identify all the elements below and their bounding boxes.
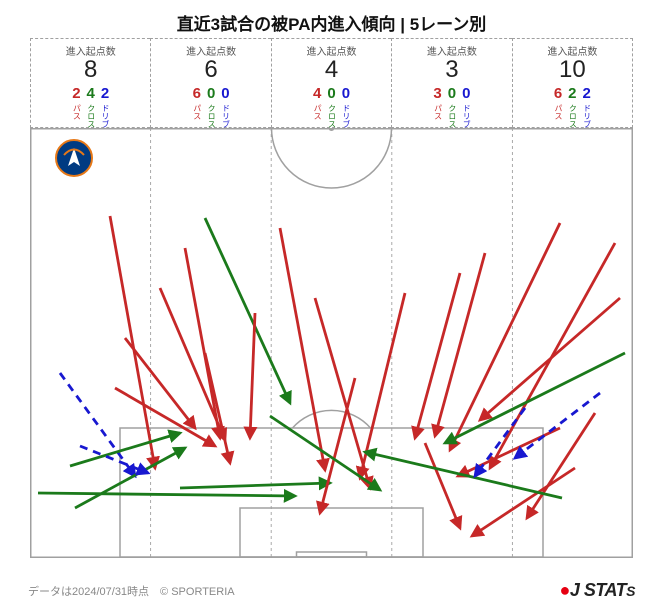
lane-4: 進入起点数106パス2クロス2ドリブル [512,38,633,128]
lane-total: 6 [151,56,270,84]
lane-total: 8 [31,56,150,84]
lane-3: 進入起点数33パス0クロス0ドリブル [391,38,511,128]
chart-container: 直近3試合の被PA内進入傾向 | 5レーン別 進入起点数82パス4クロス2ドリブ… [0,0,663,611]
footer-credit: データは2024/07/31時点 © SPORTERIA [28,583,235,599]
lane-total: 10 [513,56,632,84]
lane-2: 進入起点数44パス0クロス0ドリブル [271,38,391,128]
footer: データは2024/07/31時点 © SPORTERIA ●J STATS [0,580,663,601]
lane-total: 3 [392,56,511,84]
brand-logo: ●J STATS [559,580,635,601]
lanes-header: 進入起点数82パス4クロス2ドリブル進入起点数66パス0クロス0ドリブル進入起点… [30,38,633,128]
chart-title: 直近3試合の被PA内進入傾向 | 5レーン別 [0,0,663,35]
lane-total: 4 [272,56,391,84]
pitch [30,128,633,558]
lane-1: 進入起点数66パス0クロス0ドリブル [150,38,270,128]
lane-0: 進入起点数82パス4クロス2ドリブル [30,38,150,128]
